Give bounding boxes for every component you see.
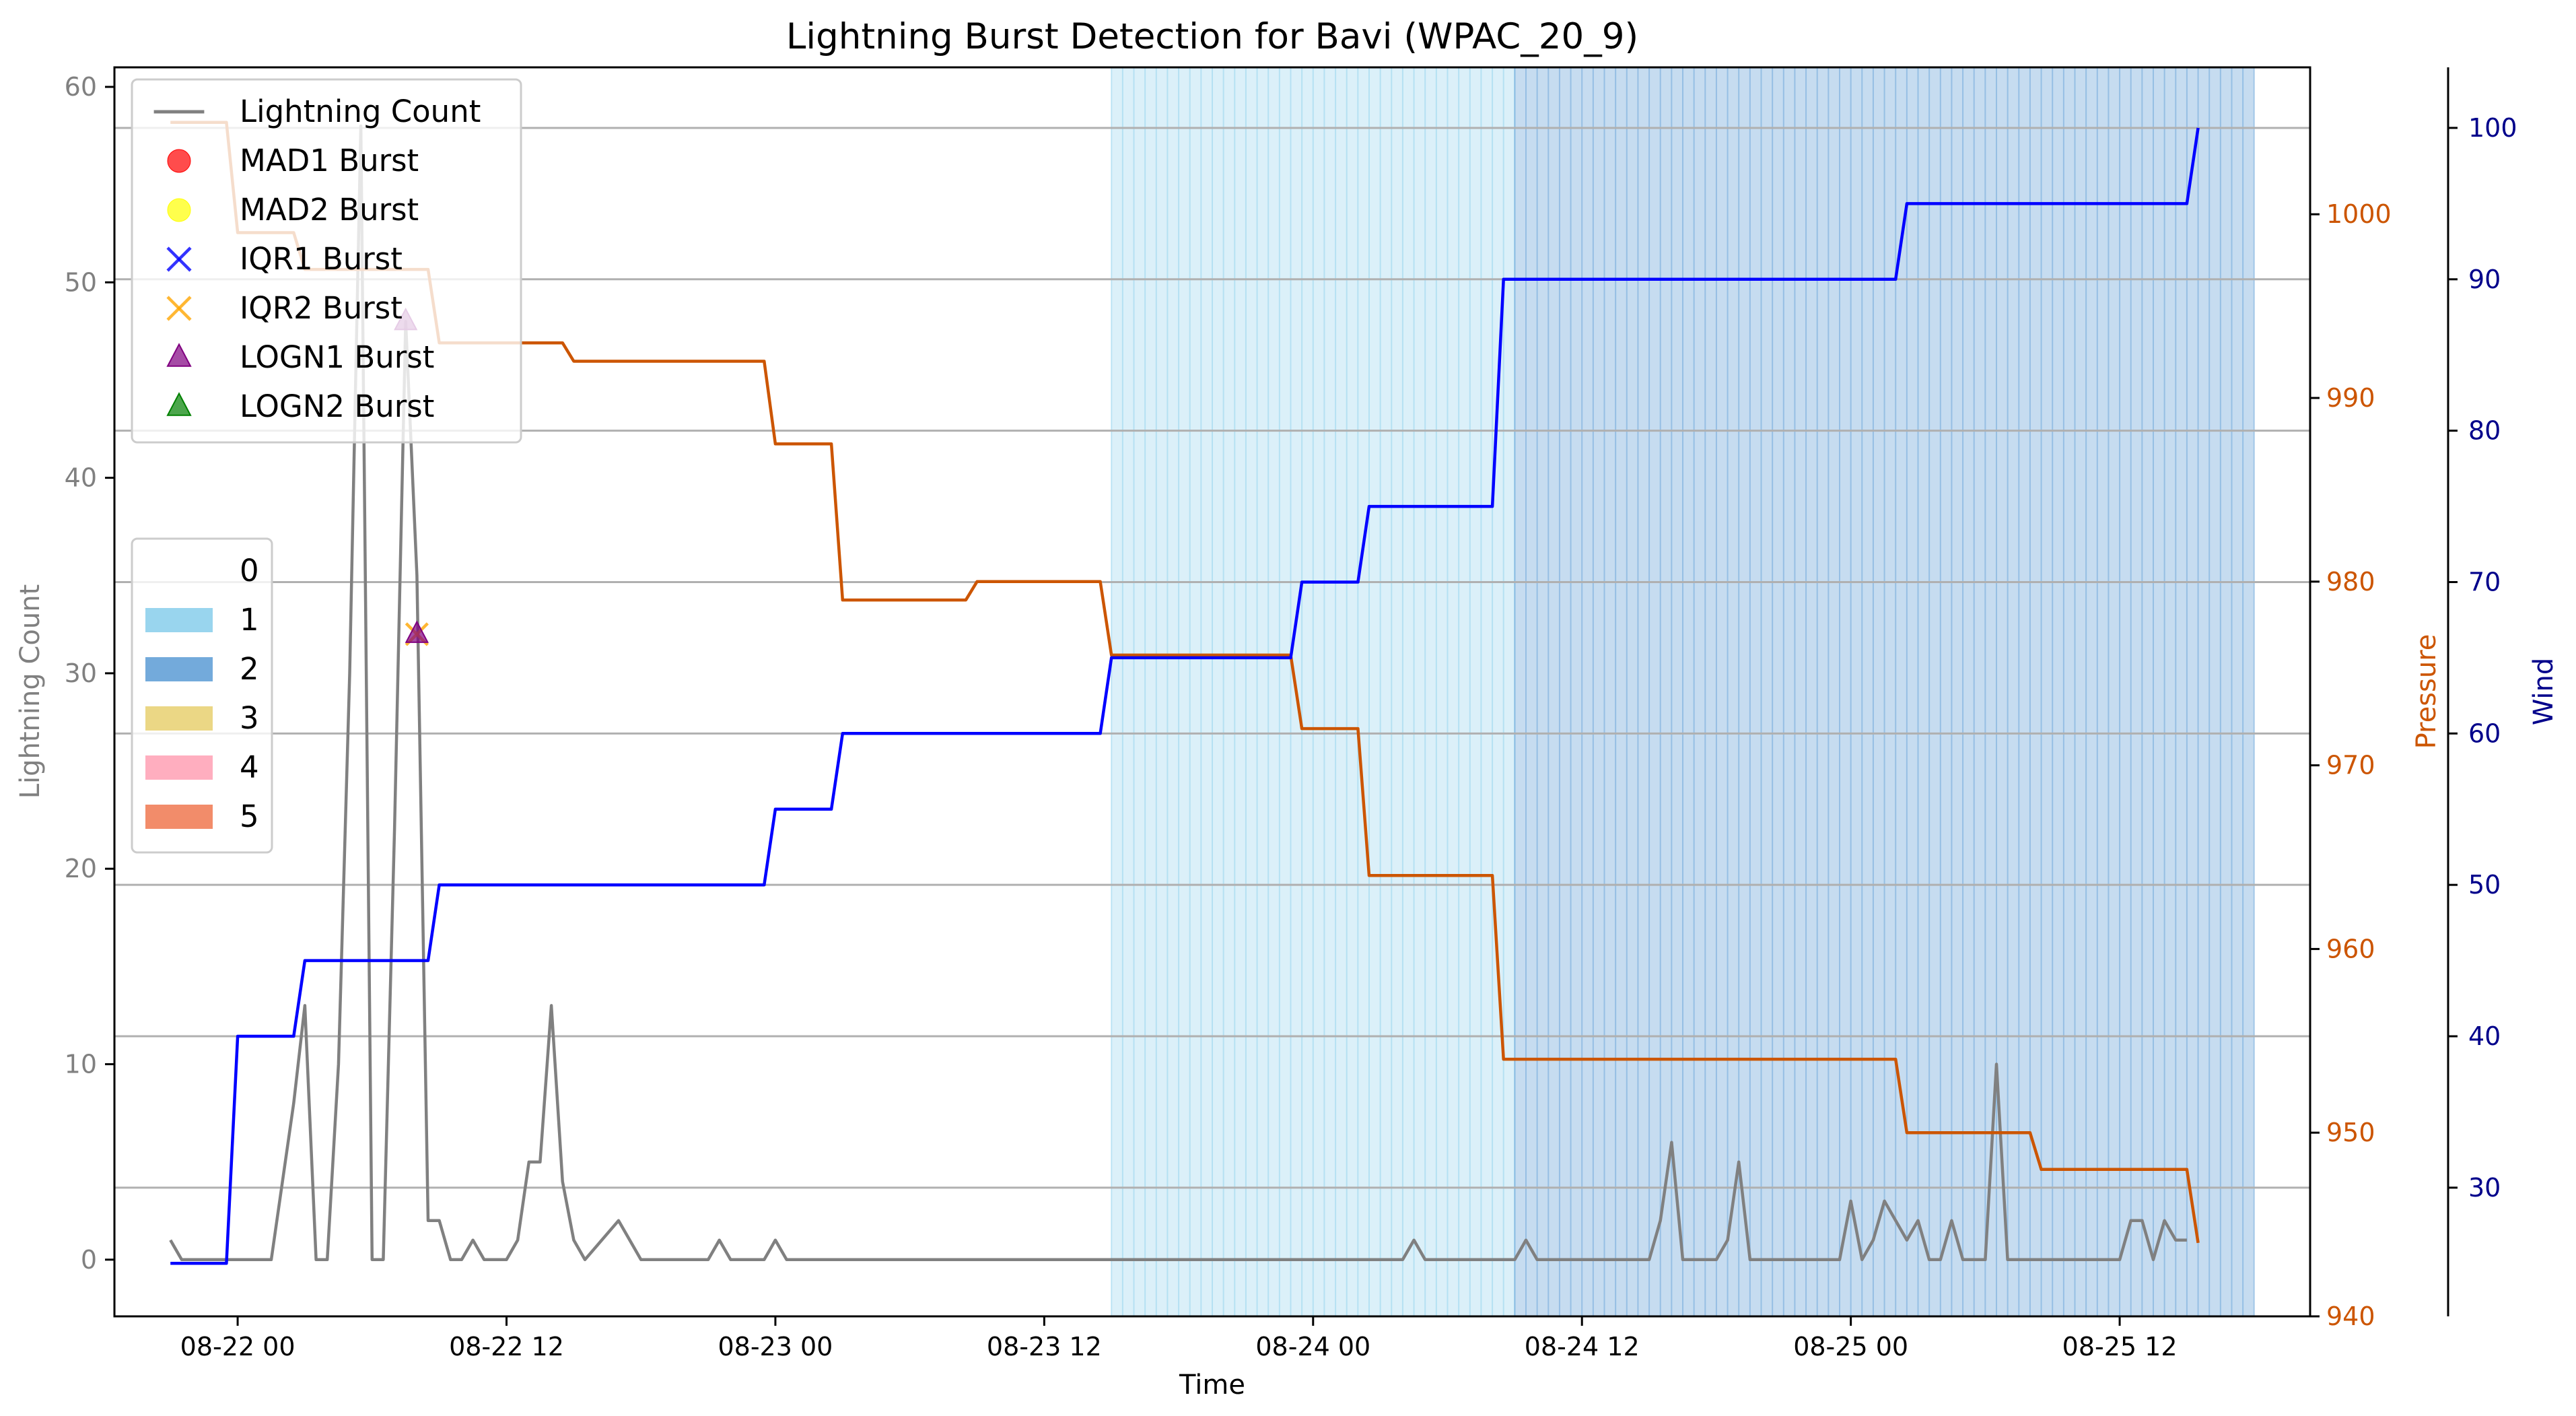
legend-series-marker (166, 392, 192, 416)
legend-category-label: 0 (240, 553, 259, 588)
y-tick-label-wind: 60 (2468, 718, 2501, 748)
x-tick-label: 08-22 00 (180, 1332, 295, 1361)
legend-category-label: 5 (240, 799, 259, 834)
burst-marker (405, 620, 429, 643)
y-tick-label-wind: 70 (2468, 567, 2501, 597)
legend-category-swatch (145, 706, 213, 731)
y-tick-label-pressure: 970 (2326, 751, 2375, 780)
y-tick-label-wind: 90 (2468, 265, 2501, 294)
y-tick-label-lightning: 20 (65, 854, 97, 883)
y-axis-label-lightning: Lightning Count (15, 584, 46, 799)
legend-series-label: LOGN2 Burst (240, 389, 434, 424)
band-category-2 (1515, 67, 2254, 1316)
legend-series-label: IQR2 Burst (240, 290, 403, 326)
legend-series-marker (166, 246, 192, 272)
legend-series-marker (167, 198, 191, 222)
legend-series-label: LOGN1 Burst (240, 339, 434, 375)
y-axis-label-wind: Wind (2528, 658, 2559, 726)
y-tick-label-wind: 50 (2468, 870, 2501, 900)
legend-series: Lightning Count MAD1 Burst MAD2 Burst IQR1 … (131, 78, 522, 444)
y-tick-label-wind: 80 (2468, 416, 2501, 446)
x-tick-label: 08-23 12 (987, 1332, 1102, 1361)
y-tick-label-pressure: 940 (2326, 1302, 2375, 1331)
x-axis-label: Time (1179, 1370, 1245, 1401)
legend-category-swatch (145, 755, 213, 780)
y-tick-label-pressure: 1000 (2326, 199, 2392, 229)
y-tick-label-wind: 100 (2468, 113, 2517, 143)
legend-category-label: 3 (240, 700, 259, 736)
y-tick-label-pressure: 960 (2326, 934, 2375, 964)
x-tick-label: 08-24 12 (1525, 1332, 1640, 1361)
legend-category-label: 2 (240, 651, 259, 687)
legend-series-marker (166, 296, 192, 321)
legend-series-label: Lightning Count (240, 94, 481, 129)
y-tick-label-pressure: 980 (2326, 567, 2375, 597)
y-tick-label-wind: 30 (2468, 1173, 2501, 1203)
legend-series-label: MAD1 Burst (240, 143, 419, 178)
x-tick-label: 08-25 12 (2062, 1332, 2178, 1361)
chart-title: Lightning Burst Detection for Bavi (WPAC… (786, 16, 1638, 57)
y-tick-label-lightning: 30 (65, 659, 97, 688)
legend-series-marker-stroke (166, 246, 192, 272)
x-tick-label: 08-22 12 (449, 1332, 564, 1361)
legend-series-frame (131, 78, 522, 444)
legend-category-label: 4 (240, 749, 259, 785)
y-tick-label-lightning: 40 (65, 463, 97, 493)
plot-frame (113, 66, 2311, 1318)
series-line-wind (170, 127, 2200, 1265)
y-tick-label-pressure: 990 (2326, 383, 2375, 413)
legend-series-label: MAD2 Burst (240, 192, 419, 228)
legend-category-swatch (145, 608, 213, 632)
series-line-lightning-count (169, 124, 2187, 1262)
legend-series-marker (167, 149, 191, 173)
x-tick-label: 08-25 00 (1793, 1332, 1908, 1361)
legend-category-swatch (145, 657, 213, 681)
y-tick-label-lightning: 50 (65, 267, 97, 297)
x-tick-label: 08-23 00 (718, 1332, 833, 1361)
band-category-1 (1111, 67, 1515, 1316)
y-tick-label-wind: 40 (2468, 1021, 2501, 1051)
legend-category-swatch (145, 805, 213, 829)
category-bands (1111, 67, 2255, 1316)
y-tick-label-pressure: 950 (2326, 1118, 2375, 1147)
legend-series-marker (166, 343, 192, 367)
y-tick-label-lightning: 0 (81, 1245, 97, 1275)
legend-categories: 0 1 2 3 4 5 (131, 537, 273, 854)
axes: 08-22 00 08-22 12 08-23 00 08-23 12 08-24 00… (65, 67, 2517, 1361)
y-tick-label-lightning: 10 (65, 1050, 97, 1079)
legend-series-marker-stroke (166, 296, 192, 321)
legend-category-label: 1 (240, 602, 259, 638)
y-axis-label-pressure: Pressure (2411, 634, 2442, 749)
x-tick-label: 08-24 00 (1255, 1332, 1370, 1361)
legend-series-label: IQR1 Burst (240, 241, 403, 277)
y-tick-label-lightning: 60 (65, 72, 97, 102)
